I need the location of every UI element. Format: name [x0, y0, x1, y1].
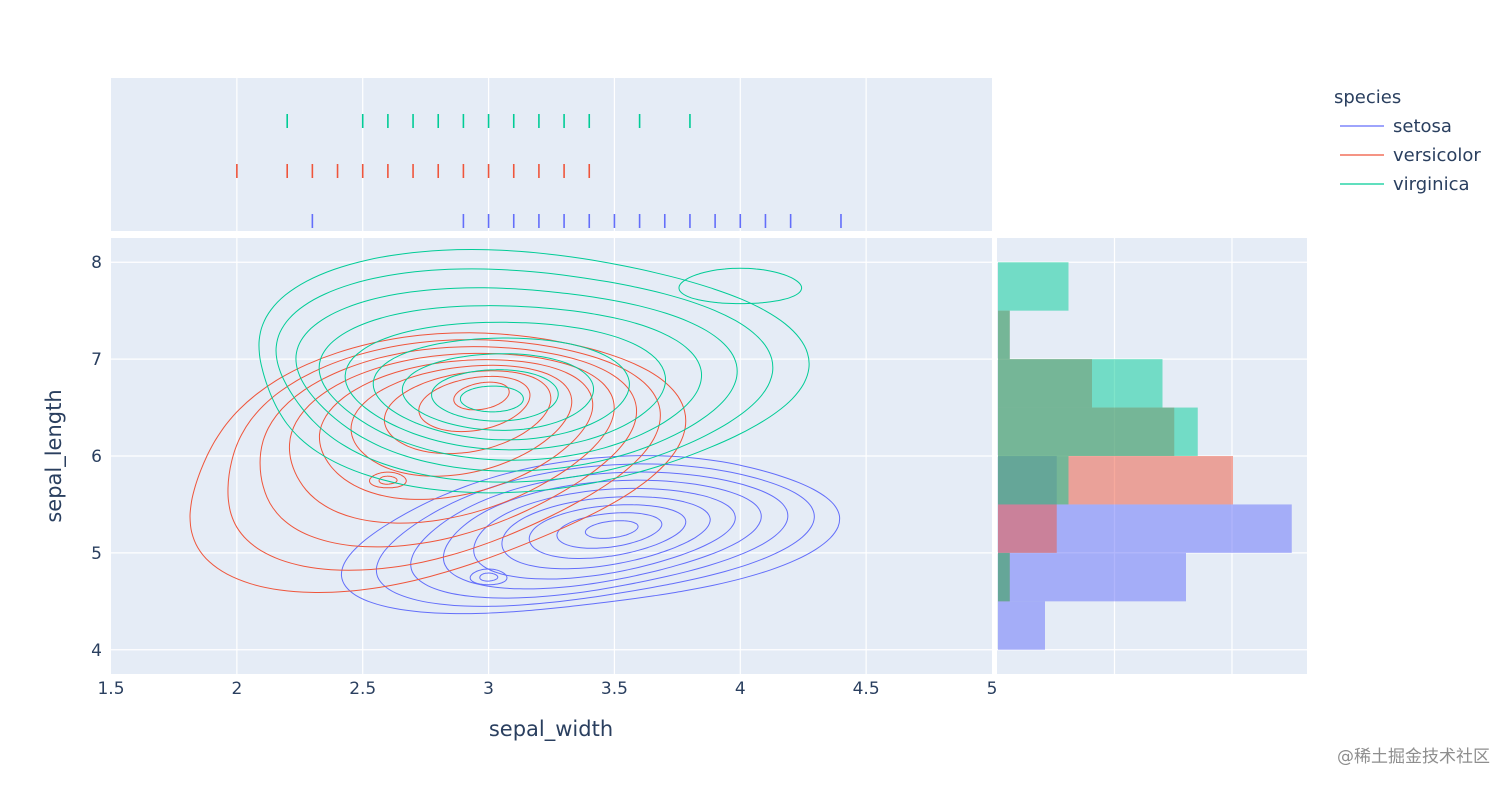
- contour-virginica: [431, 369, 559, 422]
- histogram-bar-setosa: [998, 552, 1186, 602]
- top-marginal-background: [111, 78, 992, 231]
- contour-setosa: [528, 504, 687, 560]
- contour-versicolor-secondary: [378, 475, 398, 485]
- histogram-bar-virginica: [998, 407, 1198, 456]
- y-tick-label: 8: [91, 253, 102, 273]
- contour-virginica: [258, 249, 810, 494]
- watermark: @稀土掘金技术社区: [1337, 747, 1490, 767]
- contour-setosa: [556, 512, 663, 549]
- contour-setosa: [375, 463, 815, 607]
- histogram-bar-virginica: [998, 456, 1069, 505]
- contour-virginica: [401, 353, 595, 431]
- x-tick-label: 5: [987, 679, 998, 699]
- legend-label-setosa: setosa: [1393, 116, 1452, 137]
- density-contours: [189, 249, 841, 615]
- x-rug-marginal: [236, 114, 842, 228]
- contour-virginica: [344, 321, 667, 451]
- contour-setosa: [340, 455, 841, 615]
- y-tick-label: 5: [91, 544, 102, 564]
- y-tick-label: 4: [91, 641, 102, 661]
- y-histogram-marginal: [998, 262, 1292, 650]
- legend-label-versicolor: versicolor: [1393, 145, 1481, 166]
- contour-versicolor: [259, 346, 638, 548]
- x-tick-label: 2.5: [349, 679, 376, 699]
- contour-versicolor: [453, 381, 510, 411]
- contour-virginica-secondary: [678, 267, 803, 305]
- legend-label-virginica: virginica: [1393, 174, 1470, 195]
- contour-setosa: [410, 471, 789, 599]
- contour-versicolor: [189, 332, 687, 593]
- contour-virginica: [295, 287, 738, 472]
- x-axis-title: sepal_width: [489, 717, 613, 742]
- contour-setosa: [442, 479, 762, 590]
- x-tick-label: 4: [735, 679, 746, 699]
- contour-virginica: [318, 305, 703, 461]
- contour-versicolor: [383, 370, 552, 455]
- x-tick-label: 3.5: [601, 679, 628, 699]
- histogram-bar-versicolor: [998, 504, 1057, 553]
- legend: species setosa versicolor virginica: [1334, 87, 1481, 195]
- contour-virginica: [275, 268, 774, 483]
- histogram-bar-virginica: [998, 262, 1069, 311]
- contour-virginica: [372, 337, 630, 441]
- x-tick-label: 3: [483, 679, 494, 699]
- y-axis-title: sepal_length: [42, 389, 67, 522]
- legend-title: species: [1334, 87, 1401, 108]
- contour-setosa: [584, 520, 639, 539]
- contour-setosa: [501, 496, 711, 570]
- y-tick-label: 6: [91, 447, 102, 467]
- x-tick-label: 2: [231, 679, 242, 699]
- axis-tick-labels: 1.5 2 2.5 3 3.5 4 4.5 5 4 5 6 7 8: [91, 253, 997, 699]
- contour-versicolor: [288, 352, 615, 524]
- contour-setosa-secondary: [479, 572, 499, 582]
- contour-versicolor-secondary: [368, 471, 407, 489]
- histogram-bar-virginica: [998, 552, 1010, 602]
- contour-virginica: [459, 385, 524, 413]
- histogram-bar-virginica: [998, 310, 1010, 360]
- histogram-bar-virginica: [998, 359, 1163, 408]
- contour-versicolor: [227, 339, 661, 571]
- x-tick-label: 1.5: [97, 679, 124, 699]
- contour-versicolor: [418, 375, 531, 433]
- contour-setosa-secondary: [469, 568, 508, 586]
- histogram-bar-setosa: [998, 601, 1045, 650]
- y-tick-label: 7: [91, 350, 102, 370]
- contour-versicolor: [350, 364, 573, 477]
- x-tick-label: 4.5: [853, 679, 880, 699]
